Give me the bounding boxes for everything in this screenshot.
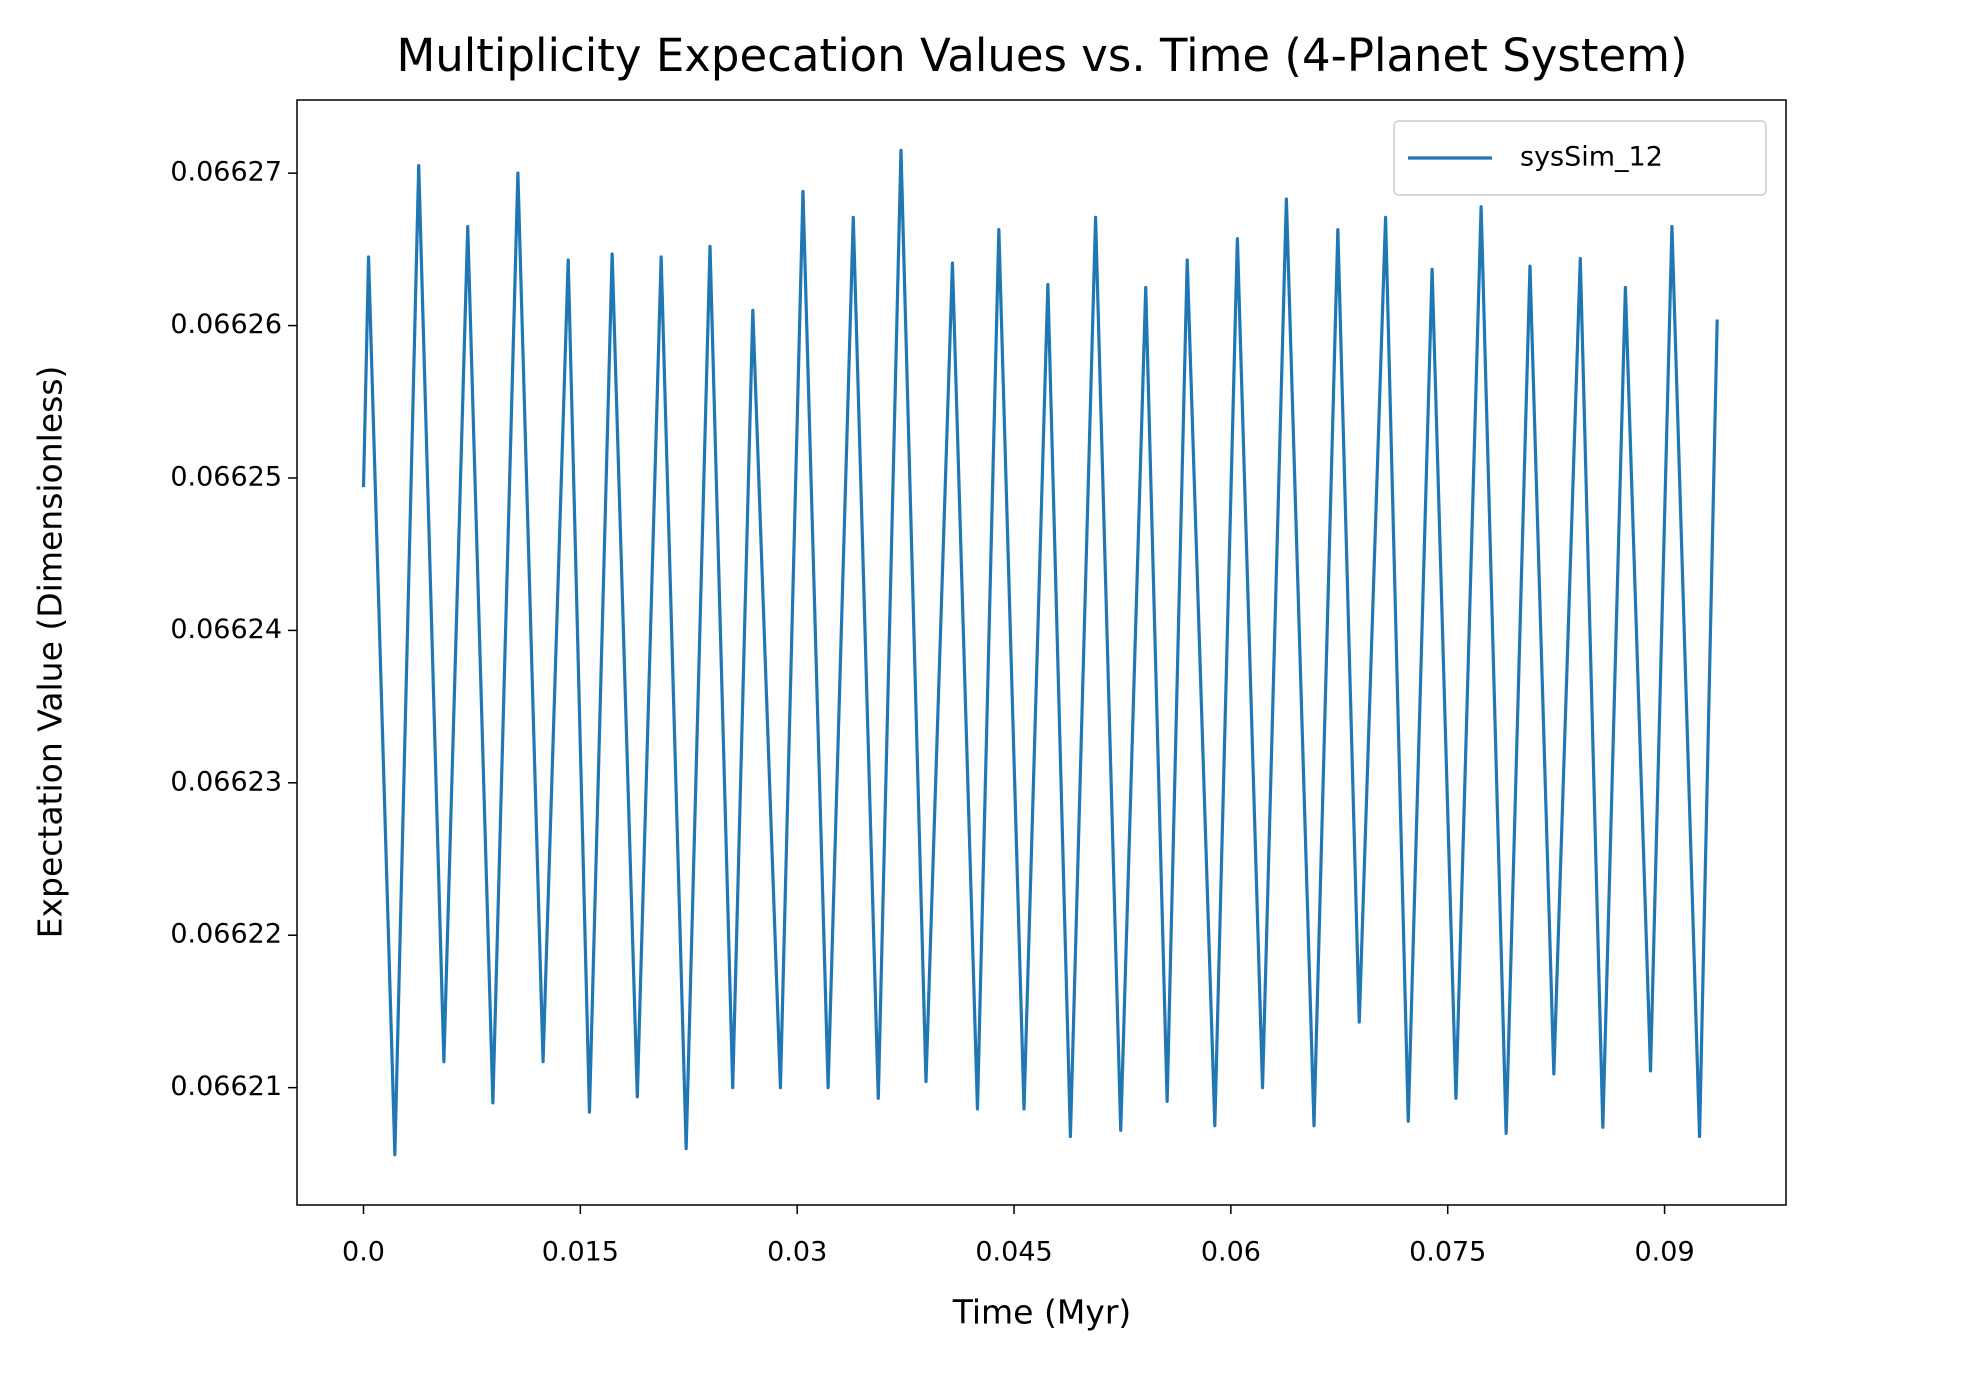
x-tick-label: 0.0 (342, 1237, 385, 1268)
y-tick-label: 0.06623 (170, 766, 282, 797)
x-tick-label: 0.015 (542, 1237, 619, 1268)
y-tick-label: 0.06622 (170, 919, 282, 950)
y-tick-label: 0.06627 (170, 157, 282, 188)
x-tick-label: 0.045 (975, 1237, 1052, 1268)
legend-box (1393, 120, 1767, 196)
x-tick-label: 0.03 (767, 1237, 827, 1268)
legend-label: sysSim_12 (1520, 142, 1663, 173)
y-axis-label: Expectation Value (Dimensionless) (31, 366, 70, 939)
y-tick-label: 0.06624 (170, 614, 282, 645)
x-tick-label: 0.06 (1201, 1237, 1261, 1268)
x-tick-label: 0.09 (1635, 1237, 1695, 1268)
y-tick-label: 0.06626 (170, 309, 282, 340)
data-line (361, 148, 1719, 1157)
y-tick-label: 0.06625 (170, 461, 282, 492)
chart-title: Multiplicity Expecation Values vs. Time … (396, 29, 1687, 82)
y-tick-label: 0.06621 (170, 1071, 282, 1102)
x-tick-label: 0.075 (1409, 1237, 1486, 1268)
x-axis-label: Time (Myr) (952, 1293, 1132, 1332)
plot-frame (296, 99, 1787, 1206)
